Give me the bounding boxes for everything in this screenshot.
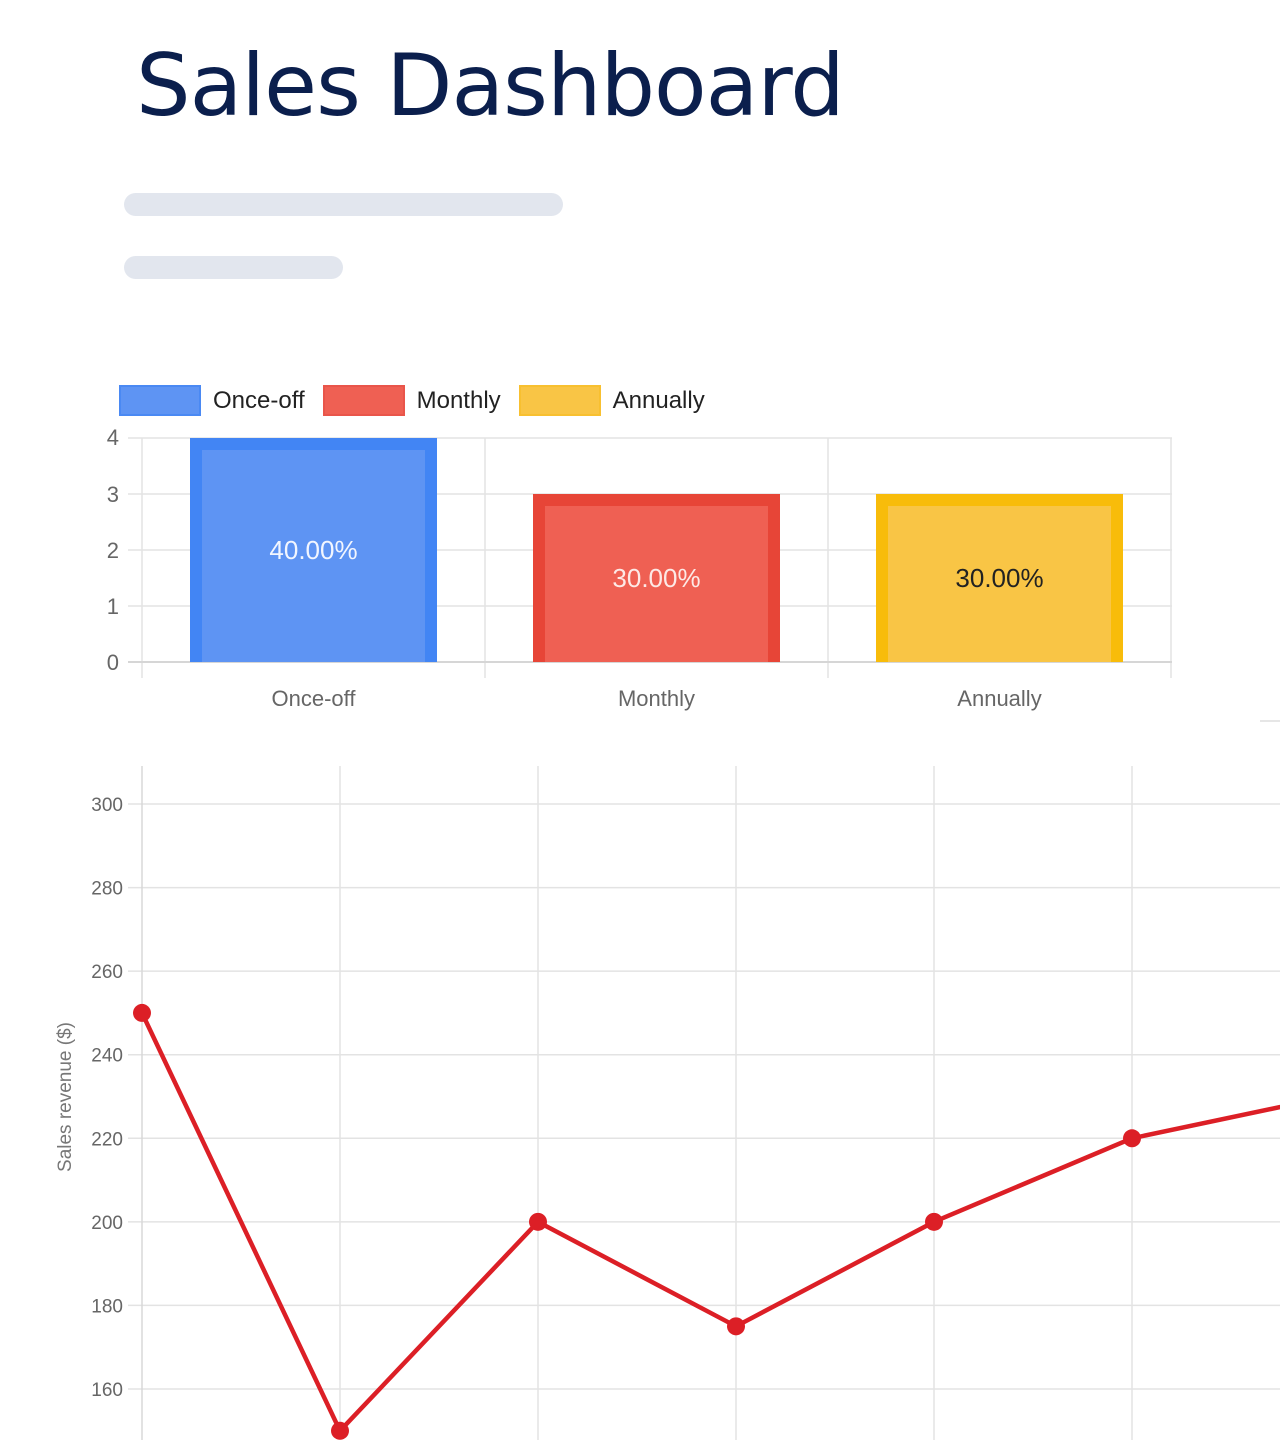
- bar-x-label: Monthly: [618, 686, 695, 711]
- legend-label: Monthly: [416, 386, 501, 414]
- bar-y-ticks: 4 3 2 1 0: [107, 425, 119, 675]
- bars: 40.00% 30.00% 30.00%: [190, 438, 1123, 662]
- legend-item-monthly[interactable]: Monthly: [322, 385, 501, 416]
- skeleton-line-long: [124, 193, 563, 216]
- svg-text:0: 0: [107, 650, 119, 675]
- line-y-tick: 160: [91, 1380, 123, 1401]
- line-y-tick: 300: [91, 795, 123, 816]
- bar-x-label: Once-off: [272, 686, 357, 711]
- line-y-tick: 280: [91, 879, 123, 900]
- bar-annually[interactable]: 30.00%: [876, 494, 1123, 662]
- line-y-tick: 220: [91, 1129, 123, 1150]
- line-point[interactable]: [133, 1003, 151, 1022]
- legend-label: Annually: [612, 386, 705, 414]
- line-y-tick: 260: [91, 962, 123, 983]
- bar-data-label: 40.00%: [269, 535, 357, 565]
- bar-data-label: 30.00%: [612, 563, 700, 593]
- legend-item-annually[interactable]: Annually: [518, 385, 705, 416]
- line-point[interactable]: [331, 1421, 349, 1440]
- line-series: [139, 1011, 1280, 1434]
- bar-chart-legend: Once-off Monthly Annually: [119, 385, 723, 416]
- line-points: [133, 1003, 1141, 1440]
- svg-text:2: 2: [107, 538, 119, 563]
- legend-swatch-monthly: [322, 385, 405, 416]
- legend-swatch-annually: [518, 385, 601, 416]
- bar-x-label: Annually: [957, 686, 1041, 711]
- legend-label: Once-off: [213, 386, 305, 414]
- line-y-tick: 200: [91, 1213, 123, 1234]
- bar-chart: 4 3 2 1 0 40.00% 30.00% 30.00% Once-off Mon…: [107, 425, 1280, 722]
- skeleton-line-short: [124, 256, 343, 279]
- svg-text:3: 3: [107, 482, 119, 507]
- svg-text:4: 4: [107, 425, 119, 450]
- line-point[interactable]: [529, 1212, 547, 1231]
- line-y-axis-label: Sales revenue ($): [55, 1022, 76, 1172]
- page-title: Sales Dashboard: [136, 36, 845, 136]
- line-y-ticks: 160 180 200 220 240 260 280 300: [91, 795, 123, 1401]
- line-grid: [128, 766, 1280, 1440]
- line-point[interactable]: [727, 1317, 745, 1336]
- line-y-tick: 240: [91, 1046, 123, 1067]
- svg-text:1: 1: [107, 594, 119, 619]
- bar-x-labels: Once-off Monthly Annually: [272, 686, 1042, 711]
- legend-swatch-once-off: [119, 385, 201, 416]
- bar-once-off[interactable]: 40.00%: [190, 438, 437, 662]
- legend-item-once-off[interactable]: Once-off: [119, 385, 305, 416]
- bar-data-label: 30.00%: [955, 563, 1043, 593]
- line-point[interactable]: [1123, 1129, 1141, 1148]
- line-y-tick: 180: [91, 1296, 123, 1317]
- line-point[interactable]: [925, 1212, 943, 1231]
- bar-monthly[interactable]: 30.00%: [533, 494, 780, 662]
